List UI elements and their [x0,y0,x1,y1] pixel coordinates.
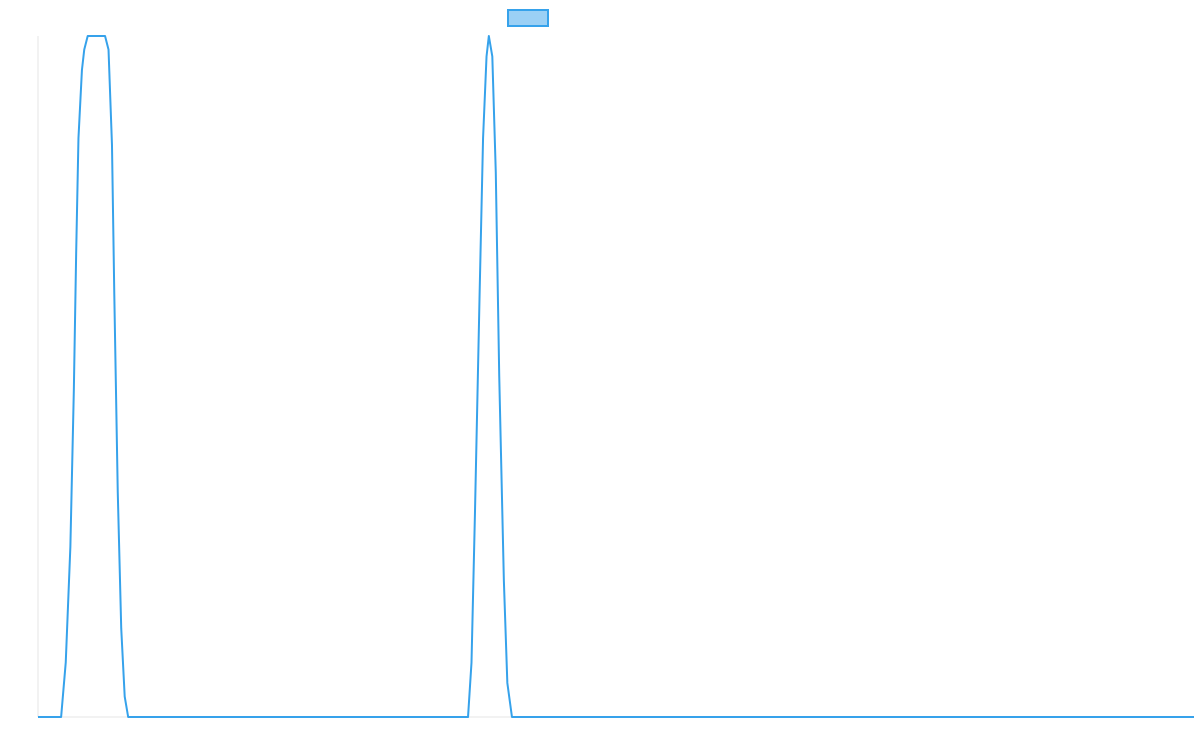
series-line-0 [38,35,1194,718]
legend[interactable] [507,9,549,27]
series-layer [38,35,1194,718]
chart-axes [37,36,1194,718]
legend-swatch[interactable] [507,9,549,27]
